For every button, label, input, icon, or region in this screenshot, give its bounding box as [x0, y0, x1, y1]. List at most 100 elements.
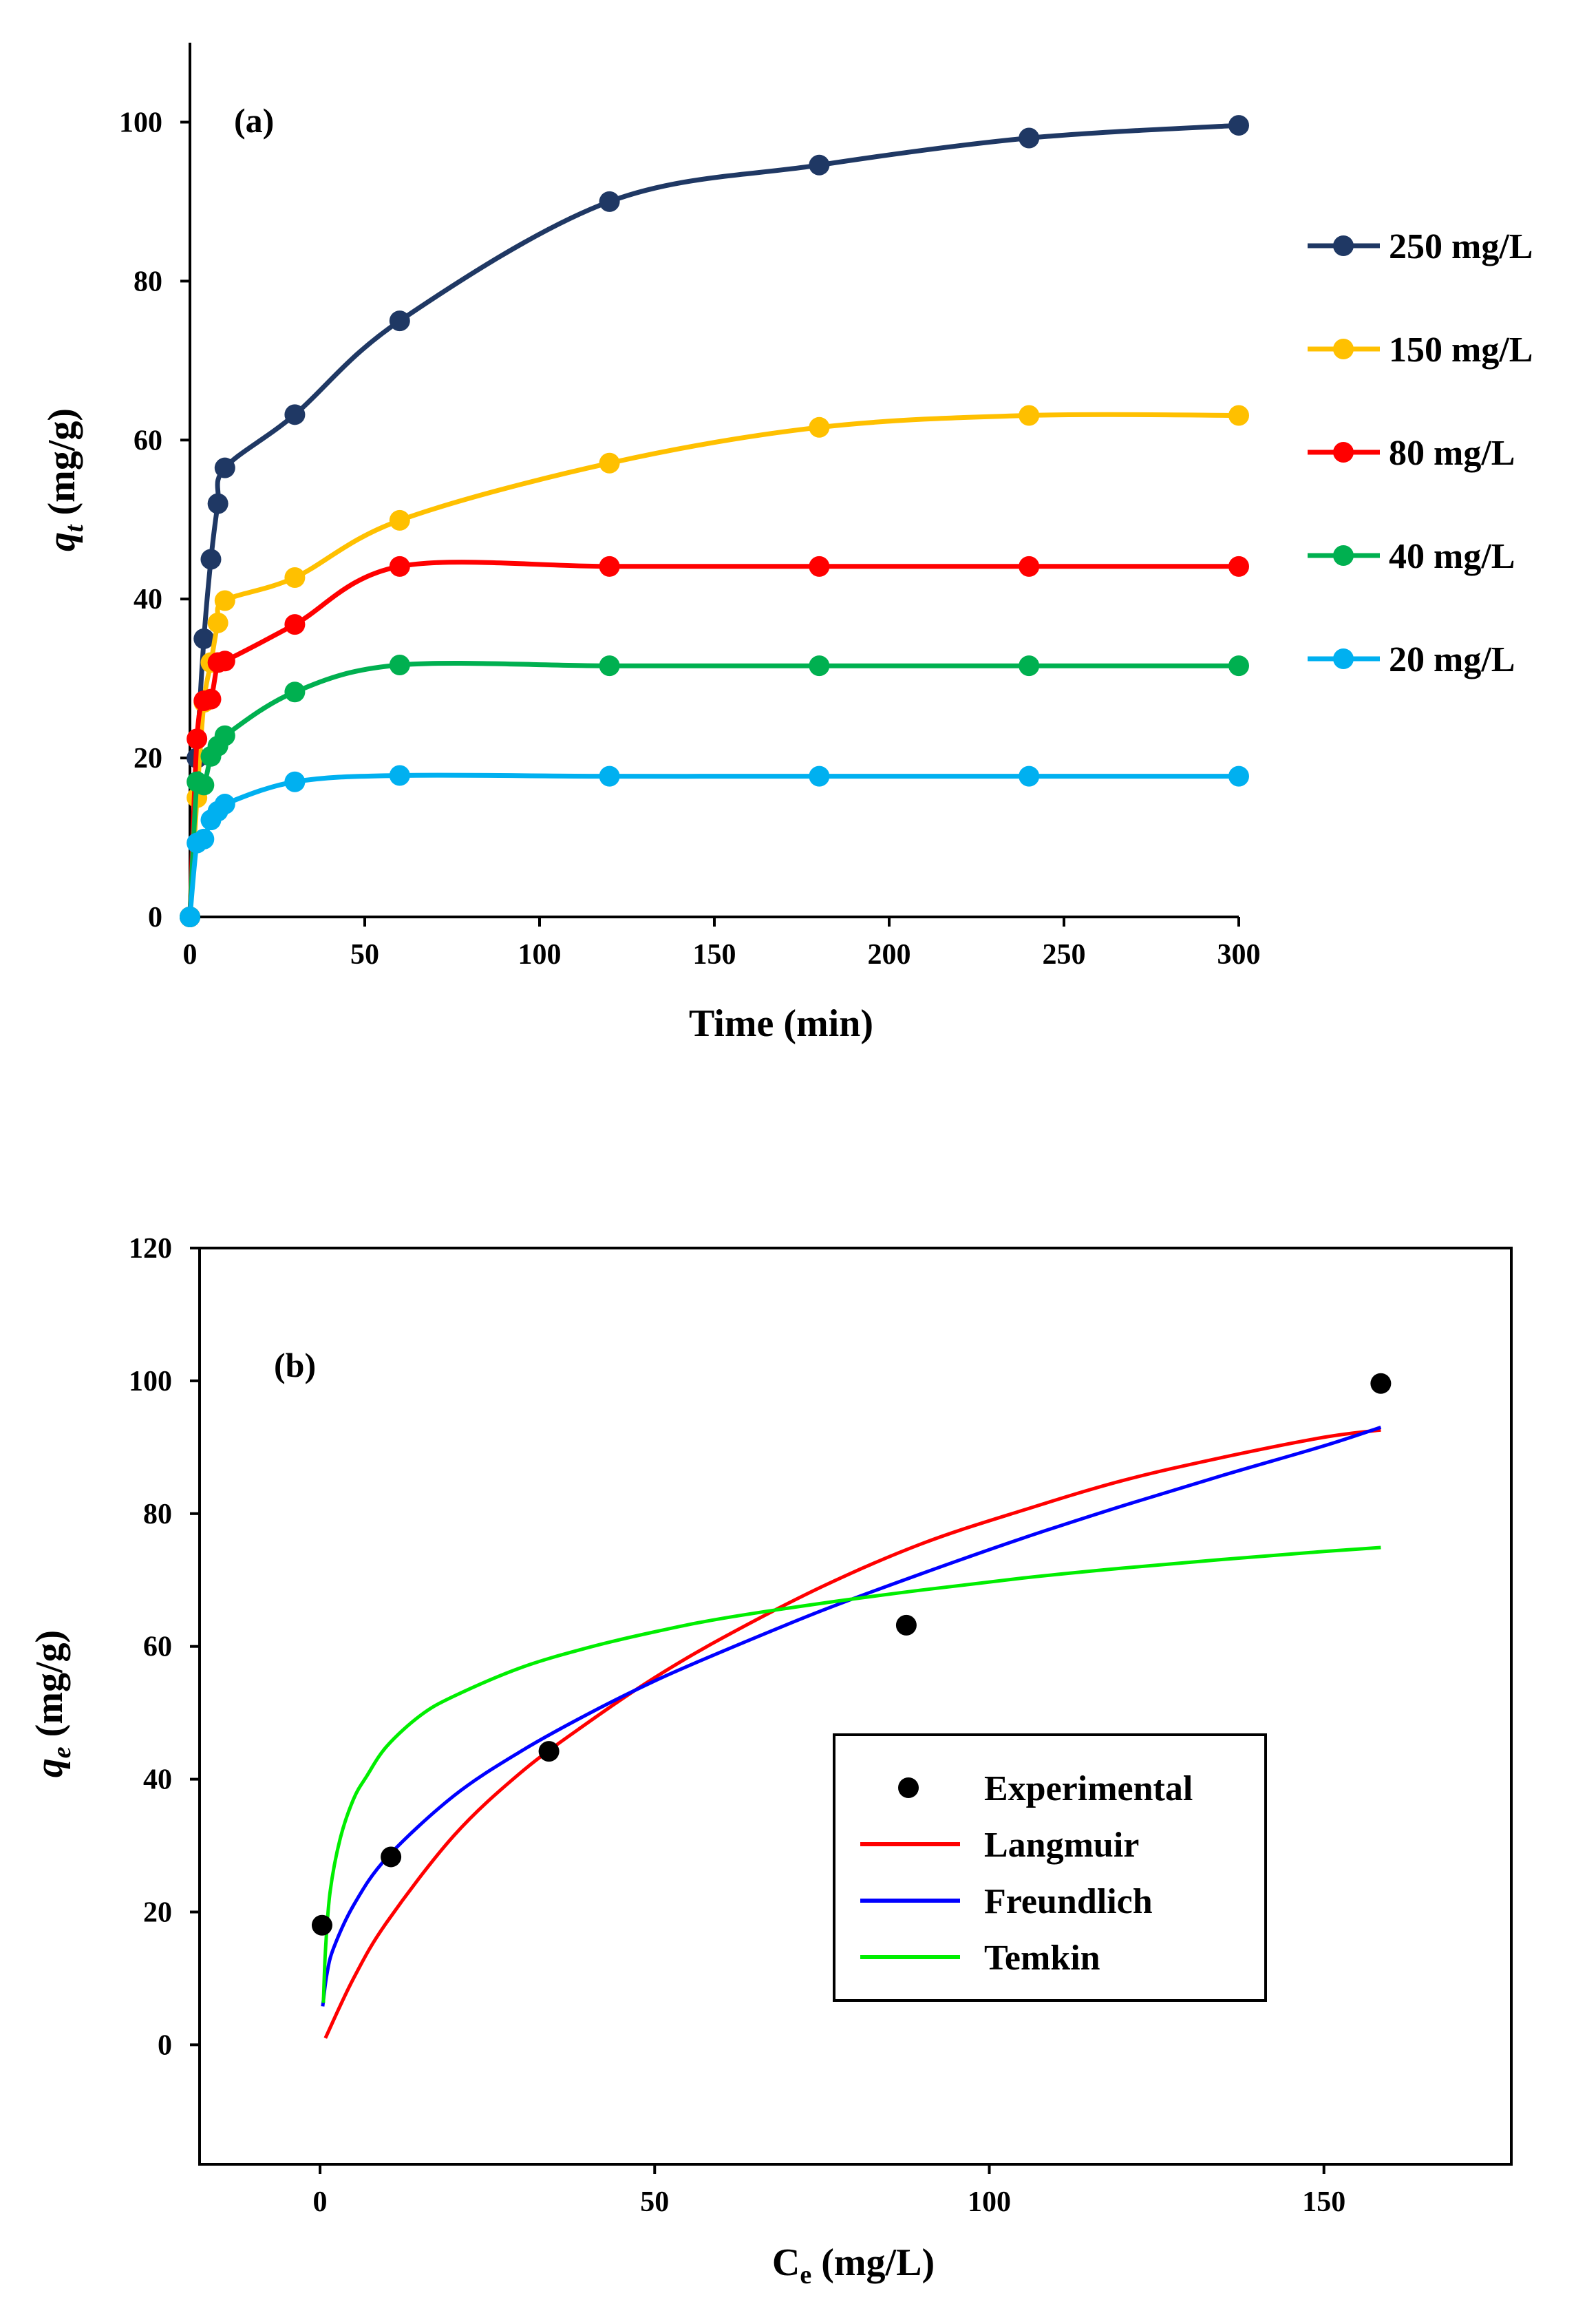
legend-label: 80 mg/L [1389, 434, 1515, 473]
legend-label: 20 mg/L [1389, 640, 1515, 679]
data-point [389, 509, 410, 531]
legend-marker [898, 1777, 919, 1798]
isotherm-y-axis-label: qe (mg/g) [28, 1630, 76, 1777]
isotherm-x-tick-label: 0 [313, 2186, 328, 2218]
kinetics-legend: 250 mg/L 150 mg/L 80 mg/L 40 mg/L 20 mg/L [1308, 227, 1533, 679]
experimental-point [1370, 1373, 1392, 1394]
data-point [1019, 556, 1040, 577]
legend-marker [1333, 648, 1354, 669]
kinetics-x-tick-label: 300 [1217, 939, 1261, 971]
legend-marker [1333, 235, 1354, 256]
experimental-point [381, 1846, 402, 1868]
model-curve-freundlich [321, 1426, 1382, 2007]
isotherm-y-tick-label: 40 [143, 1764, 172, 1796]
model-curve-temkin [321, 1545, 1381, 2003]
data-point [389, 655, 410, 676]
kinetics-x-tick-label: 0 [183, 939, 198, 971]
data-point [389, 765, 410, 786]
series-line [187, 123, 1239, 918]
kinetics-y-tick-label: 60 [134, 425, 162, 456]
data-point [599, 191, 620, 212]
legend-marker [1333, 545, 1354, 566]
data-point [389, 310, 410, 332]
isotherm-legend-box [833, 1733, 1267, 2002]
experimental-point [538, 1741, 560, 1762]
data-point [187, 728, 208, 750]
legend-label: Temkin [984, 1939, 1100, 1978]
kinetics-x-tick-label: 200 [868, 939, 911, 971]
data-point [599, 765, 620, 787]
isotherm-plot-frame [198, 1247, 1513, 2166]
data-point [1228, 556, 1249, 577]
data-point [284, 771, 306, 792]
isotherm-y-tick-label: 60 [143, 1631, 172, 1663]
series-line [187, 660, 1239, 918]
data-point [809, 655, 830, 677]
data-point [214, 794, 235, 815]
data-point [214, 457, 235, 478]
experimental-point [895, 1614, 917, 1636]
data-point [284, 682, 306, 703]
data-point [599, 655, 620, 677]
series-250-mg-l [180, 115, 1249, 927]
data-point [599, 452, 620, 474]
data-point [1228, 405, 1249, 426]
kinetics-y-tick-label: 100 [119, 107, 162, 138]
series-20-mg-l [180, 765, 1249, 927]
isotherm-x-tick-label: 100 [968, 2186, 1011, 2218]
legend-label: 150 mg/L [1389, 330, 1533, 370]
legend-marker [1333, 339, 1354, 359]
series-80-mg-l [180, 556, 1249, 927]
kinetics-x-tick-label: 50 [350, 939, 379, 971]
data-point [1019, 405, 1040, 426]
kinetics-y-axis-label: qt (mg/g) [41, 408, 89, 551]
series-line [187, 560, 1239, 918]
model-curve-langmuir [323, 1428, 1381, 2039]
kinetics-y-tick-label: 0 [148, 902, 162, 933]
data-point [207, 493, 228, 514]
data-point [599, 556, 620, 577]
data-point [200, 688, 222, 710]
isotherm-y-tick-label: 100 [129, 1366, 172, 1397]
kinetics-x-tick-label: 250 [1043, 939, 1086, 971]
isotherm-x-tick-label: 50 [640, 2186, 669, 2218]
isotherm-x-axis-label: Ce (mg/L) [772, 2241, 935, 2290]
data-point [1228, 655, 1249, 677]
legend-label: 40 mg/L [1389, 537, 1515, 576]
kinetics-y-tick-label: 80 [134, 266, 162, 297]
data-point [1228, 115, 1249, 136]
isotherm-y-tick-label: 20 [143, 1897, 172, 1928]
data-point [180, 907, 200, 927]
kinetics-chart: 0 50 100 150 200 250 300 0 20 40 60 80 100 (a) Time … [41, 43, 1533, 1045]
legend-label: Freundlich [984, 1882, 1153, 1921]
data-point [214, 590, 235, 611]
data-point [284, 567, 306, 589]
isotherm-chart: 0 50 100 150 0 20 40 60 80 100 120 (b) Ce (mg/L) q… [28, 1233, 1513, 2290]
series-line [187, 772, 1239, 918]
isotherm-y-tick-label: 120 [129, 1233, 172, 1265]
series-40-mg-l [180, 655, 1249, 927]
kinetics-y-tick-label: 40 [134, 584, 162, 615]
data-point [284, 614, 306, 635]
isotherm-y-tick-label: 0 [158, 2029, 172, 2061]
data-point [389, 556, 410, 577]
legend-label: Experimental [984, 1769, 1193, 1808]
data-point [214, 651, 235, 672]
experimental-point [311, 1914, 332, 1936]
data-point [809, 154, 830, 176]
data-point [200, 549, 222, 570]
kinetics-x-tick-label: 100 [518, 939, 562, 971]
data-point [809, 556, 830, 577]
data-point [1228, 765, 1249, 787]
kinetics-x-axis-label: Time (min) [689, 1002, 873, 1045]
legend-label: Langmuir [984, 1826, 1139, 1865]
data-point [1019, 655, 1040, 677]
legend-label: 250 mg/L [1389, 227, 1533, 266]
data-point [1019, 127, 1040, 149]
isotherm-y-tick-label: 80 [143, 1499, 172, 1530]
legend-marker [1333, 442, 1354, 463]
isotherm-legend: Experimental Langmuir Freundlich Temkin [860, 1769, 1193, 1978]
data-point [809, 765, 830, 787]
data-point [193, 774, 215, 796]
data-point [193, 828, 215, 849]
